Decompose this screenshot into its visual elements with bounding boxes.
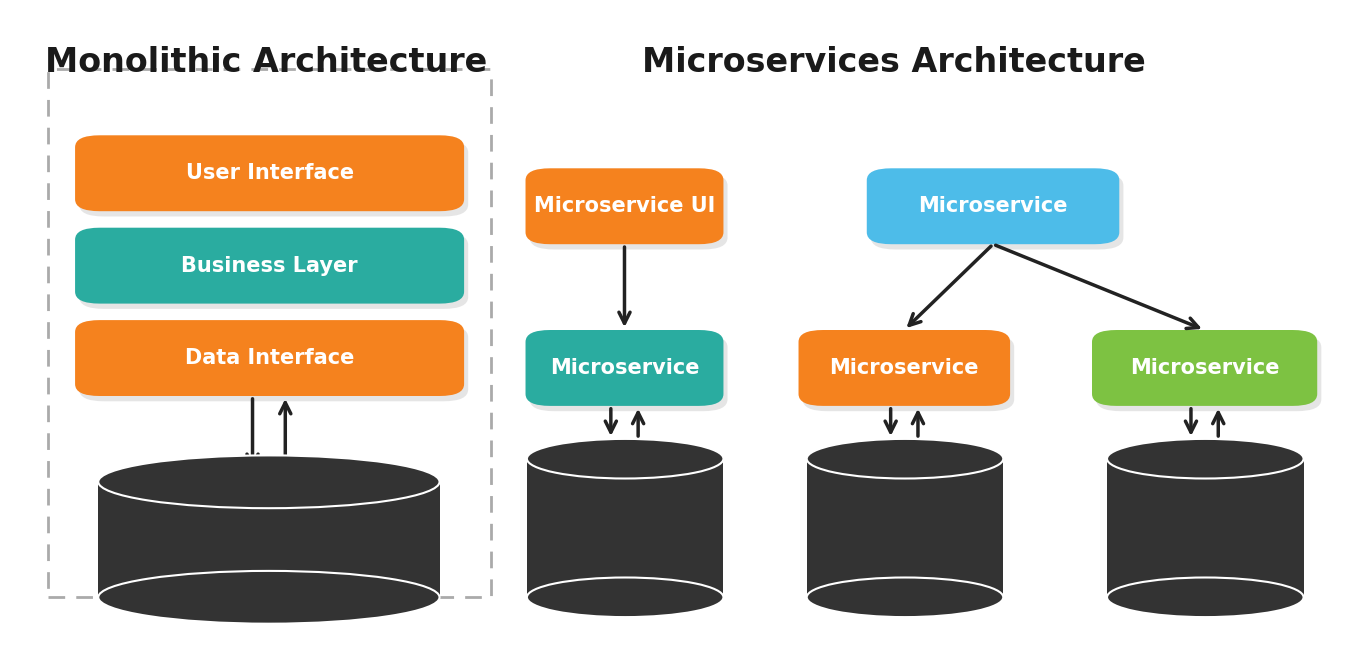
Ellipse shape <box>807 439 1003 478</box>
Text: Monolithic Architecture: Monolithic Architecture <box>45 46 487 79</box>
Ellipse shape <box>1107 439 1304 478</box>
FancyBboxPatch shape <box>799 330 1010 406</box>
Text: Business Layer: Business Layer <box>182 255 358 276</box>
FancyBboxPatch shape <box>530 174 728 249</box>
FancyBboxPatch shape <box>75 320 464 396</box>
Bar <box>48 69 491 597</box>
Text: Microservice: Microservice <box>830 358 979 378</box>
Polygon shape <box>807 459 1003 597</box>
FancyBboxPatch shape <box>871 174 1123 249</box>
Text: Microservice: Microservice <box>1130 358 1279 378</box>
Text: Microservices Architecture: Microservices Architecture <box>642 46 1147 79</box>
FancyBboxPatch shape <box>526 168 723 244</box>
Text: Microservice UI: Microservice UI <box>534 196 715 216</box>
Ellipse shape <box>98 455 440 508</box>
Ellipse shape <box>807 578 1003 617</box>
Ellipse shape <box>527 439 723 478</box>
FancyBboxPatch shape <box>867 168 1119 244</box>
FancyBboxPatch shape <box>1096 335 1321 411</box>
FancyBboxPatch shape <box>803 335 1014 411</box>
Polygon shape <box>527 459 723 597</box>
Polygon shape <box>98 482 440 597</box>
FancyBboxPatch shape <box>530 335 728 411</box>
FancyBboxPatch shape <box>526 330 723 406</box>
Ellipse shape <box>98 571 440 624</box>
Polygon shape <box>1107 459 1304 597</box>
FancyBboxPatch shape <box>75 228 464 304</box>
Text: Data Interface: Data Interface <box>184 348 355 368</box>
FancyBboxPatch shape <box>79 141 468 216</box>
FancyBboxPatch shape <box>75 135 464 211</box>
Ellipse shape <box>1107 578 1304 617</box>
FancyBboxPatch shape <box>79 233 468 309</box>
Text: Microservice: Microservice <box>550 358 699 378</box>
Text: User Interface: User Interface <box>186 163 354 183</box>
FancyBboxPatch shape <box>1092 330 1317 406</box>
FancyBboxPatch shape <box>79 325 468 401</box>
Ellipse shape <box>527 578 723 617</box>
Text: Microservice: Microservice <box>919 196 1067 216</box>
